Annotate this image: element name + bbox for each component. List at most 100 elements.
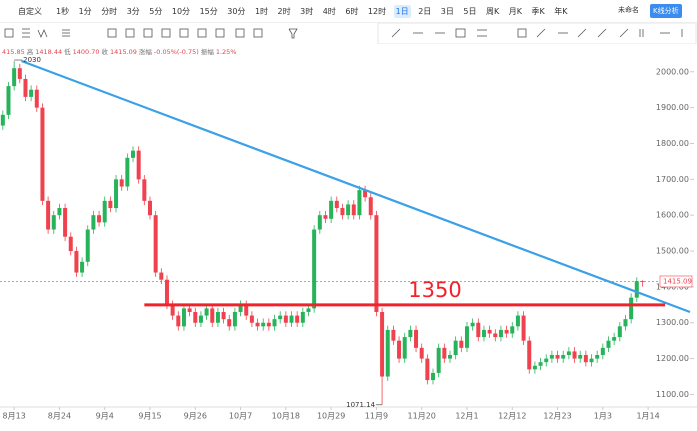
candle-body bbox=[470, 322, 475, 327]
period[interactable]: 季K bbox=[531, 6, 545, 16]
candle-body bbox=[317, 215, 322, 230]
candles bbox=[0, 61, 645, 405]
period[interactable]: 2日 bbox=[418, 6, 432, 16]
period[interactable]: 3时 bbox=[300, 6, 314, 16]
candle-body bbox=[23, 78, 28, 97]
ohlc-info: 415.85 高 1418.44 低 1400.70 收 1415.09 涨幅 -0.05%(-… bbox=[2, 46, 238, 56]
candle-body bbox=[40, 107, 45, 201]
candle-body bbox=[544, 358, 549, 363]
x-tick-label: 9月4 bbox=[96, 412, 114, 421]
period[interactable]: 15分 bbox=[199, 6, 218, 16]
candle-body bbox=[6, 86, 11, 115]
draw-toolbar bbox=[377, 23, 697, 44]
candle-body bbox=[181, 308, 186, 327]
period[interactable]: 5分 bbox=[149, 6, 163, 16]
candle-body bbox=[74, 251, 79, 273]
price-tag-label: 1415.09 bbox=[663, 277, 692, 285]
candle-body bbox=[12, 68, 17, 87]
candle-body bbox=[363, 190, 368, 198]
y-tick-label: 1900.00 bbox=[656, 103, 689, 112]
x-tick-label: 8月24 bbox=[48, 412, 71, 421]
x-tick-label: 9月15 bbox=[138, 412, 161, 421]
candle-body bbox=[261, 322, 266, 327]
period[interactable]: 1秒 bbox=[56, 6, 70, 16]
period[interactable]: 5日 bbox=[463, 6, 477, 16]
info-item: 1418.44 bbox=[35, 48, 63, 56]
file-name[interactable]: 未命名 bbox=[618, 6, 639, 14]
candle-body bbox=[306, 308, 311, 312]
level-label: 1350 bbox=[408, 278, 461, 302]
period[interactable]: 年K bbox=[554, 6, 568, 16]
period[interactable]: 分时 bbox=[101, 6, 118, 16]
low-label: 1071.14 bbox=[346, 401, 375, 409]
info-item: 高 bbox=[26, 48, 34, 56]
x-tick-label: 12月12 bbox=[498, 412, 526, 421]
x-tick-label: 12月1 bbox=[455, 412, 478, 421]
candle-body bbox=[300, 311, 305, 323]
x-tick-label: 12月23 bbox=[543, 412, 571, 421]
y-tick-label: 1100.00 bbox=[656, 390, 689, 399]
period[interactable]: 周K bbox=[485, 6, 500, 16]
period[interactable]: 2时 bbox=[277, 6, 291, 16]
menu[interactable]: 自定义 bbox=[18, 6, 42, 16]
tool-icons[interactable] bbox=[4, 28, 298, 39]
candle-body bbox=[612, 337, 617, 341]
candle-body bbox=[227, 319, 232, 327]
period[interactable]: 12时 bbox=[367, 6, 387, 16]
candle-body bbox=[640, 281, 645, 283]
candle-body bbox=[476, 322, 481, 338]
candle-body bbox=[561, 355, 566, 359]
draw-icons[interactable] bbox=[391, 28, 683, 38]
info-item: 振幅 bbox=[200, 48, 214, 56]
candle-body bbox=[391, 329, 396, 341]
candle-body bbox=[232, 311, 237, 327]
candle-body bbox=[578, 355, 583, 359]
candle-body bbox=[532, 365, 537, 370]
y-tick-label: 1800.00 bbox=[656, 139, 689, 148]
candle-body bbox=[549, 355, 554, 359]
candle-body bbox=[431, 372, 436, 381]
candle-body bbox=[153, 215, 158, 273]
x-tick-label: 10月29 bbox=[317, 412, 345, 421]
candle-body bbox=[448, 355, 452, 359]
x-tick-label: 9月26 bbox=[184, 412, 207, 421]
candle-body bbox=[617, 326, 622, 338]
candle-body bbox=[521, 315, 526, 341]
candle-body bbox=[170, 304, 175, 316]
candle-body bbox=[114, 179, 119, 209]
candle-body bbox=[215, 311, 220, 323]
period[interactable]: 1分 bbox=[78, 6, 92, 16]
period[interactable]: 10分 bbox=[171, 6, 191, 16]
candle-body bbox=[255, 322, 260, 327]
period[interactable]: 6时 bbox=[345, 6, 359, 16]
period[interactable]: 3日 bbox=[440, 6, 454, 16]
period[interactable]: 1日 bbox=[393, 4, 411, 18]
info-item: 低 bbox=[64, 48, 71, 56]
period[interactable]: 4时 bbox=[322, 6, 336, 16]
candle-body bbox=[119, 179, 124, 187]
candle-body bbox=[198, 315, 203, 323]
period[interactable]: 3分 bbox=[126, 6, 140, 16]
candle-body bbox=[555, 355, 560, 359]
candle-body bbox=[487, 329, 492, 334]
candle-body bbox=[283, 315, 288, 323]
candle-body bbox=[419, 347, 424, 359]
period[interactable]: 月K bbox=[508, 6, 522, 16]
candle-body bbox=[329, 200, 334, 219]
candle-body bbox=[312, 229, 317, 309]
analysis-button[interactable]: K线分析 bbox=[650, 4, 682, 18]
candle-body bbox=[346, 204, 351, 216]
candle-body bbox=[527, 340, 532, 370]
period[interactable]: 1时 bbox=[254, 6, 269, 16]
period-bar: 自定义 1秒 1分 分时 3分 5分 10分 15分 30分 1时 2时 3时 4时 6时 12时 1日 2日… bbox=[0, 0, 697, 23]
tool-row bbox=[4, 23, 697, 44]
trend-line bbox=[21, 59, 691, 314]
candle-body bbox=[334, 200, 339, 209]
candle-body bbox=[498, 329, 503, 338]
x-tick-label: 1月14 bbox=[636, 412, 659, 421]
x-tick-label: 10月18 bbox=[272, 412, 300, 421]
period[interactable]: 30分 bbox=[227, 6, 246, 16]
candle-body bbox=[85, 229, 90, 262]
candle-body bbox=[17, 68, 22, 79]
